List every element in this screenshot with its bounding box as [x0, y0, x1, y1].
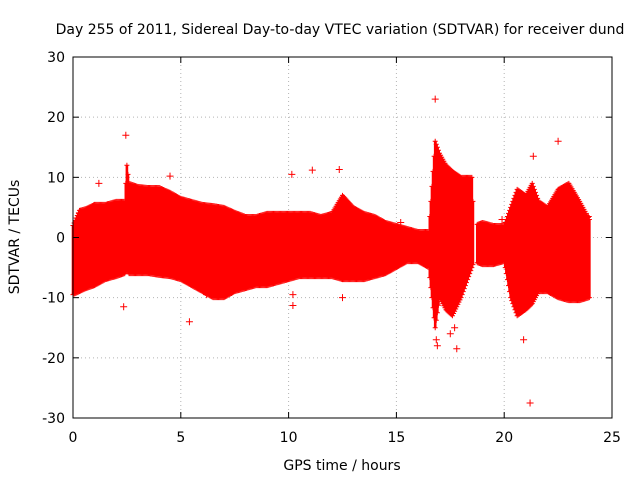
- data-point: [530, 183, 536, 189]
- data-series: [70, 95, 592, 407]
- data-point: [529, 180, 535, 186]
- data-point: [435, 147, 441, 153]
- data-point: [458, 295, 464, 301]
- outlier-point: [554, 137, 562, 145]
- outlier-point: [453, 345, 461, 353]
- outlier-point: [432, 336, 440, 344]
- x-tick-label: 15: [387, 430, 405, 446]
- data-point: [531, 186, 537, 192]
- outlier-point: [203, 291, 211, 299]
- data-point: [433, 317, 439, 323]
- data-point: [470, 198, 476, 204]
- outlier-point: [520, 336, 528, 344]
- data-point: [457, 297, 463, 303]
- data-point: [470, 262, 476, 268]
- outlier-point: [288, 170, 296, 178]
- x-tick-label: 25: [603, 430, 621, 446]
- outlier-point: [498, 215, 506, 223]
- data-point: [532, 189, 538, 195]
- outlier-point: [95, 179, 103, 187]
- y-tick-label: 20: [47, 110, 65, 126]
- y-tick-label: -20: [42, 351, 65, 367]
- outlier-point: [122, 131, 130, 139]
- data-point: [459, 292, 465, 298]
- x-axis-label: GPS time / hours: [283, 458, 400, 474]
- data-point: [469, 174, 475, 180]
- outlier-point: [529, 152, 537, 160]
- chart-title: Day 255 of 2011, Sidereal Day-to-day VTE…: [56, 22, 625, 38]
- data-point: [453, 306, 459, 312]
- outlier-point: [584, 212, 592, 220]
- data-point: [455, 301, 461, 307]
- data-point: [468, 268, 474, 274]
- outlier-point: [185, 318, 193, 326]
- data-point: [434, 310, 440, 316]
- y-tick-label: -30: [42, 411, 65, 427]
- y-axis-label: SDTVAR / TECUs: [7, 180, 23, 295]
- data-point: [435, 302, 441, 308]
- outlier-point: [431, 95, 439, 103]
- data-point: [454, 304, 460, 310]
- data-point: [125, 171, 131, 177]
- data-point: [460, 289, 466, 295]
- data-point: [535, 195, 541, 201]
- data-point: [534, 192, 540, 198]
- y-tick-label: 10: [47, 170, 65, 186]
- outlier-point: [446, 330, 454, 338]
- y-tick-label: -10: [42, 291, 65, 307]
- outlier-point: [526, 399, 534, 407]
- outlier-point: [339, 294, 346, 302]
- data-point: [432, 138, 438, 144]
- outlier-point: [451, 324, 459, 332]
- data-point: [466, 274, 472, 280]
- outlier-point: [75, 209, 83, 217]
- data-point: [433, 141, 439, 147]
- outlier-point: [335, 166, 343, 174]
- x-tick-label: 10: [280, 430, 298, 446]
- data-point: [461, 286, 467, 292]
- axis-ticks: -30 -20 -10 0 10 20 30 0 5 10 15 20 25: [42, 50, 621, 446]
- data-point: [462, 283, 468, 289]
- data-point: [465, 277, 471, 283]
- data-point: [434, 144, 440, 150]
- x-tick-label: 0: [69, 430, 78, 446]
- outlier-point: [289, 301, 297, 309]
- data-point: [586, 216, 592, 222]
- x-tick-label: 20: [495, 430, 513, 446]
- data-point: [449, 313, 455, 319]
- outlier-point: [134, 188, 142, 196]
- outlier-point: [120, 303, 128, 311]
- data-point: [463, 280, 469, 286]
- data-point: [467, 271, 473, 277]
- outlier-point: [289, 291, 297, 299]
- x-tick-label: 5: [176, 430, 185, 446]
- data-point: [124, 162, 130, 168]
- data-point: [451, 310, 457, 316]
- data-point: [452, 308, 458, 314]
- data-point: [456, 299, 462, 305]
- outlier-point: [433, 342, 441, 350]
- outlier-point: [397, 218, 405, 226]
- y-tick-label: 30: [47, 50, 65, 66]
- data-point: [586, 295, 592, 301]
- y-tick-label: 0: [56, 231, 65, 247]
- data-point: [432, 325, 438, 331]
- data-point: [469, 265, 475, 271]
- outlier-point: [308, 166, 316, 174]
- outlier-point: [166, 172, 174, 180]
